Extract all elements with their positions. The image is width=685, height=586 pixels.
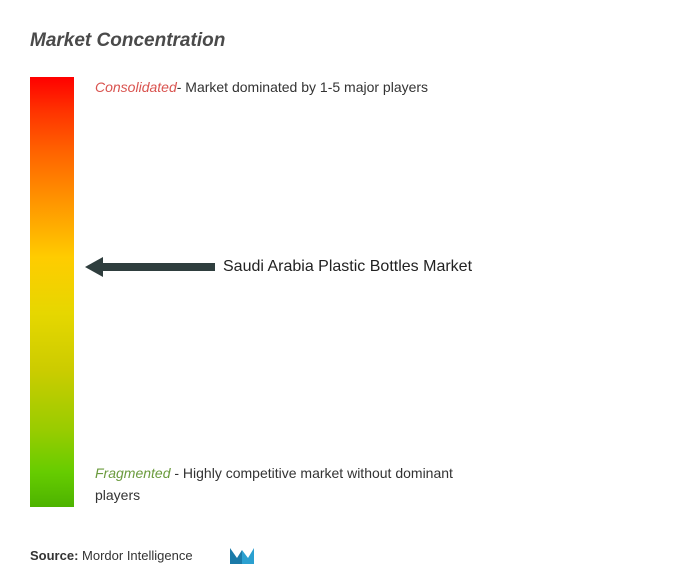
market-position-marker: Saudi Arabia Plastic Bottles Market — [85, 257, 472, 277]
page-title: Market Concentration — [30, 30, 655, 52]
market-name-label: Saudi Arabia Plastic Bottles Market — [223, 258, 472, 276]
consolidated-highlight: Consolidated — [95, 79, 177, 95]
concentration-chart: Consolidated- Market dominated by 1-5 ma… — [30, 77, 655, 527]
consolidated-label: Consolidated- Market dominated by 1-5 ma… — [95, 79, 428, 95]
fragmented-label: Fragmented - Highly competitive market w… — [95, 462, 475, 507]
source-text: Source: Mordor Intelligence — [30, 548, 193, 563]
concentration-gradient-bar — [30, 77, 74, 507]
source-attribution: Source: Mordor Intelligence — [30, 544, 256, 566]
source-label: Source: — [30, 548, 78, 563]
source-value: Mordor Intelligence — [82, 548, 193, 563]
arrow-icon — [85, 257, 215, 277]
mordor-logo-icon — [228, 544, 256, 566]
consolidated-description: - Market dominated by 1-5 major players — [177, 79, 428, 95]
fragmented-highlight: Fragmented — [95, 465, 170, 481]
